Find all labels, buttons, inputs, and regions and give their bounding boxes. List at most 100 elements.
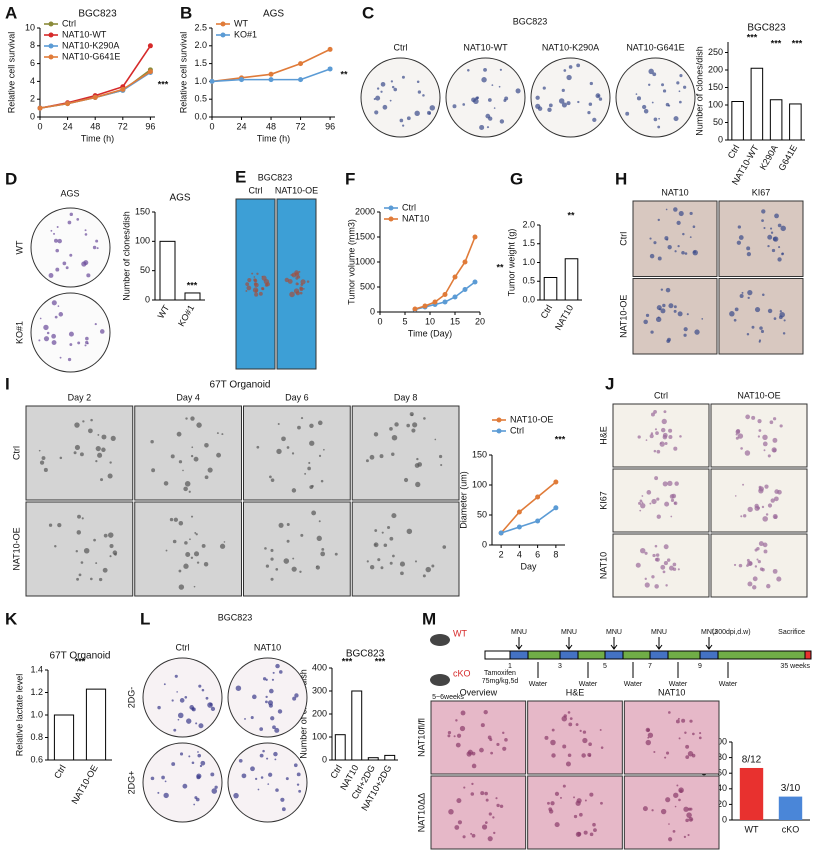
photo-detail [551, 753, 556, 758]
photo-detail [278, 522, 284, 528]
panel-title: AGS [60, 188, 79, 198]
significance: *** [555, 434, 566, 444]
photo-detail [299, 291, 303, 295]
photo-detail [309, 423, 314, 429]
bar [769, 99, 783, 141]
timeline-water [527, 650, 561, 660]
photo-detail [195, 533, 198, 536]
photo-detail [666, 558, 671, 562]
photo-detail [269, 688, 274, 694]
photo-detail [758, 541, 764, 547]
photo-detail [171, 762, 176, 766]
photo-detail [265, 695, 268, 699]
photo-detail [673, 116, 679, 122]
photo-detail [764, 484, 769, 489]
significance: ** [496, 262, 504, 272]
x-tick-label: Ctrl [726, 143, 742, 160]
photo-detail [566, 74, 572, 81]
bar [159, 240, 176, 301]
photo-detail [69, 253, 73, 257]
bar [750, 67, 764, 141]
photo-detail [414, 110, 420, 117]
y-axis-label: Number of clones/dish [121, 211, 131, 301]
photo [351, 405, 460, 501]
y-tick-label: 0.6 [30, 754, 43, 764]
photo-detail [668, 428, 673, 433]
photo-detail [762, 516, 768, 522]
water-label: Water [669, 681, 688, 688]
legend-marker [496, 417, 502, 423]
photo-detail [296, 783, 300, 786]
photo-detail [95, 445, 101, 452]
photo-detail [777, 223, 782, 228]
photo-detail [81, 261, 87, 267]
y-tick-label: 300 [312, 685, 327, 695]
photo-detail [691, 753, 696, 758]
photo-detail [86, 342, 89, 345]
photo-detail [486, 126, 490, 129]
y-tick-label: 80 [717, 752, 727, 762]
photo-detail [662, 570, 666, 574]
photo-detail [69, 343, 73, 346]
water-label: Water [579, 681, 598, 688]
photo-detail [663, 544, 669, 550]
photo-detail [199, 764, 203, 768]
photo-detail [379, 454, 384, 459]
photo-detail [179, 752, 184, 756]
photo-detail [163, 683, 166, 686]
photo-detail [487, 98, 492, 102]
photo-detail [295, 276, 299, 280]
photo-detail [196, 422, 202, 428]
photo-detail [758, 486, 764, 492]
data-point [462, 259, 468, 265]
timeline-mnu [509, 650, 529, 660]
photo-detail [471, 833, 476, 838]
photo [632, 278, 718, 355]
photo-detail [273, 751, 278, 757]
y-tick-label: 2.0 [194, 40, 207, 50]
photo-detail [568, 722, 573, 727]
photo-detail [267, 783, 270, 785]
photo-detail [496, 803, 500, 808]
photo-detail [679, 74, 683, 78]
photo-detail [576, 798, 582, 804]
photo-detail [403, 477, 409, 483]
photo-detail [491, 84, 494, 86]
data-point [553, 505, 559, 511]
photo-detail [757, 559, 761, 564]
photo-detail [190, 556, 194, 559]
photo-detail [776, 576, 782, 582]
photo-detail [762, 441, 768, 447]
y-tick-label: 8 [30, 40, 35, 50]
x-tick-label: 72 [118, 121, 128, 131]
photo-detail [95, 460, 98, 463]
photo-detail [772, 448, 777, 453]
photo-detail [163, 792, 169, 799]
data-point [442, 299, 448, 305]
photo-detail [286, 522, 290, 526]
photo-detail [101, 434, 107, 440]
column-label: Overview [460, 687, 498, 697]
photo-detail [173, 517, 179, 522]
column-label: NAT10-G641E [626, 42, 684, 52]
photo-detail [653, 410, 657, 414]
photo-detail [48, 273, 54, 278]
data-point [498, 530, 504, 536]
photo-detail [659, 441, 665, 447]
photo-detail [412, 422, 418, 428]
photo-detail [320, 479, 324, 483]
photo-detail [463, 786, 466, 789]
week-label: 1 [508, 663, 512, 670]
photo-detail [483, 67, 487, 72]
photo-detail [550, 739, 556, 746]
photo-detail [551, 728, 555, 732]
photo-detail [221, 433, 224, 436]
photo-detail [485, 113, 491, 119]
photo-detail [655, 553, 660, 557]
panel-letter: I [5, 374, 10, 393]
row-label: KI67 [598, 491, 608, 510]
photo-detail [488, 812, 492, 816]
photo-detail [277, 709, 283, 714]
photo-detail [238, 758, 243, 763]
photo-detail [467, 749, 473, 755]
